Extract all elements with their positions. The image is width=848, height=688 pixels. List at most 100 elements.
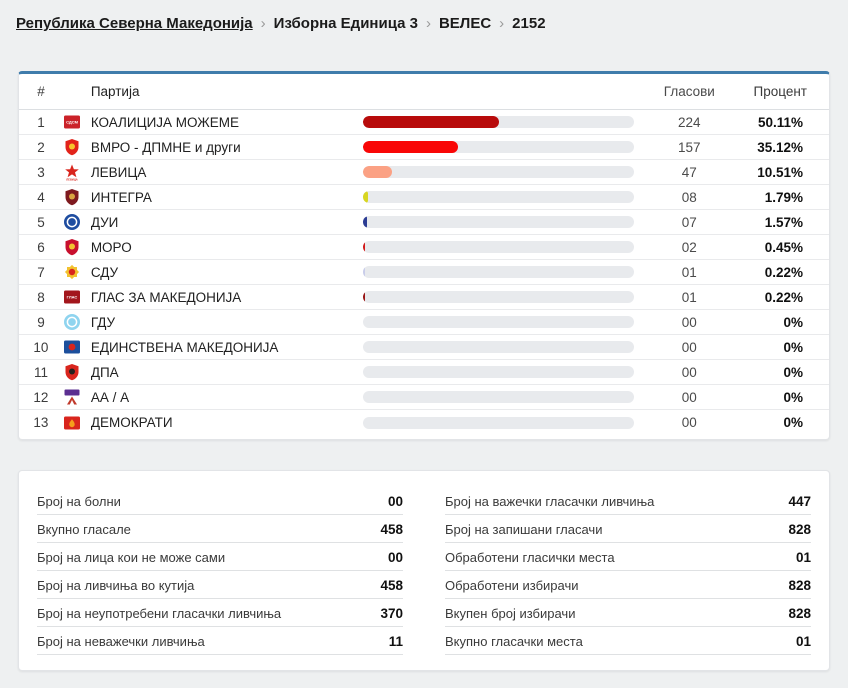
party-name: ДПА (90, 364, 119, 380)
table-row: 9 ГДУ 00 0% (19, 310, 829, 335)
table-row: 4 ИНТЕГРА 08 1.79% (19, 185, 829, 210)
header-party: Партија (90, 84, 140, 99)
stat-row: Број на неупотребени гласачки ливчиња 370 (37, 599, 403, 627)
votes-value: 01 (681, 289, 697, 305)
percent-value: 0% (783, 339, 803, 355)
party-name: ГЛАС ЗА МАКЕДОНИЈА (90, 289, 242, 305)
vote-bar (363, 241, 635, 253)
vote-bar (363, 166, 635, 178)
row-number: 12 (33, 389, 49, 405)
row-number: 6 (37, 239, 45, 255)
breadcrumb-separator-icon: › (260, 15, 266, 32)
row-number: 4 (37, 189, 45, 205)
party-logo-icon (63, 414, 91, 432)
stats-grid: Број на болни 00 Вкупно гласале 458 Број на … (37, 487, 811, 655)
row-number: 10 (33, 339, 49, 355)
votes-value: 02 (681, 239, 697, 255)
table-row: 8 ГЛАС ГЛАС ЗА МАКЕДОНИЈА 01 0.22% (19, 285, 829, 310)
percent-value: 0% (783, 415, 803, 430)
stat-value: 01 (795, 550, 811, 565)
party-logo-icon: СДСМ (63, 113, 91, 131)
stat-row: Број на лица кои не може сами 00 (37, 543, 403, 571)
party-logo-icon (63, 313, 91, 331)
stat-row: Број на болни 00 (37, 487, 403, 515)
vote-bar (363, 141, 635, 153)
stat-row: Број на запишани гласачи 828 (445, 515, 811, 543)
table-row: 1 СДСМ КОАЛИЦИЈА МОЖЕМЕ 224 50.11% (19, 110, 829, 135)
party-logo-icon (63, 238, 91, 256)
party-name: ЕДИНСТВЕНА МАКЕДОНИЈА (90, 339, 279, 355)
vote-bar (363, 216, 635, 228)
breadcrumb-item: ВЕЛЕС (438, 15, 492, 32)
stat-label: Вкупно гласале (37, 522, 131, 537)
stat-label: Вкупен број избирачи (445, 606, 576, 621)
percent-value: 1.79% (764, 189, 803, 205)
votes-value: 00 (681, 314, 697, 330)
stat-row: Обработени избирачи 828 (445, 571, 811, 599)
row-number: 5 (37, 214, 45, 230)
breadcrumb-separator-icon: › (499, 15, 505, 32)
stat-value: 447 (788, 494, 811, 509)
party-name: АА / А (90, 389, 130, 405)
row-number: 3 (37, 164, 45, 180)
party-logo-icon: ГЛАС (63, 288, 91, 306)
breadcrumb-separator-icon: › (425, 15, 431, 32)
stat-label: Обработени гласички места (445, 550, 615, 565)
breadcrumb-item: 2152 (512, 15, 546, 32)
votes-value: 07 (681, 214, 697, 230)
svg-text:ГЛАС: ГЛАС (67, 295, 78, 300)
stat-value: 00 (387, 494, 403, 509)
stat-label: Број на болни (37, 494, 121, 509)
percent-value: 0% (783, 364, 803, 380)
table-row: 13 ДЕМОКРАТИ 00 0% (19, 410, 829, 435)
stats-column-right: Број на важечки гласачки ливчиња 447 Број … (445, 487, 811, 655)
header-percent: Процент (753, 84, 807, 99)
table-row: 7 СДУ 01 0.22% (19, 260, 829, 285)
stat-value: 370 (380, 606, 403, 621)
party-name: МОРО (90, 239, 132, 255)
party-logo-icon (63, 188, 91, 206)
table-row: 10 ЕДИНСТВЕНА МАКЕДОНИЈА 00 0% (19, 335, 829, 360)
party-logo-icon (63, 388, 91, 406)
stat-label: Вкупно гласачки места (445, 634, 583, 649)
party-name: ЛЕВИЦА (90, 164, 147, 180)
row-number: 9 (37, 314, 45, 330)
table-header-row: # Партија Гласови Процент (19, 74, 829, 110)
stats-column-left: Број на болни 00 Вкупно гласале 458 Број на … (37, 487, 403, 655)
vote-bar (363, 391, 635, 403)
stat-row: Вкупен број избирачи 828 (445, 599, 811, 627)
stat-label: Број на ливчиња во кутија (37, 578, 195, 593)
percent-value: 0% (783, 314, 803, 330)
percent-value: 0.22% (764, 264, 803, 280)
vote-bar (363, 116, 635, 128)
votes-value: 08 (681, 189, 697, 205)
stat-row: Број на неважечки ливчиња 11 (37, 627, 403, 655)
header-votes: Гласови (663, 84, 715, 99)
breadcrumb: Република Северна Македонија › Изборна Еди… (0, 0, 848, 38)
votes-value: 00 (681, 364, 697, 380)
stat-row: Број на ливчиња во кутија 458 (37, 571, 403, 599)
breadcrumb-item: Изборна Единица 3 (273, 15, 418, 32)
row-number: 2 (37, 139, 45, 155)
breadcrumb-item[interactable]: Република Северна Македонија (16, 15, 253, 32)
party-logo-icon (63, 338, 91, 356)
party-name: ДЕМОКРАТИ (90, 415, 173, 430)
party-name: ГДУ (90, 314, 116, 330)
stat-row: Вкупно гласачки места 01 (445, 627, 811, 655)
row-number: 13 (33, 415, 49, 430)
percent-value: 50.11% (757, 114, 803, 130)
stat-value: 828 (788, 522, 811, 537)
header-number: # (37, 84, 45, 99)
results-panel: # Партија Гласови Процент 1 СДСМ КОАЛИЦИЈА… (18, 71, 830, 440)
table-row: 5 ДУИ 07 1.57% (19, 210, 829, 235)
party-logo-icon: ЛЕВИЦА (63, 163, 91, 181)
stat-label: Број на важечки гласачки ливчиња (445, 494, 655, 509)
party-logo-icon (63, 138, 91, 156)
row-number: 8 (37, 289, 45, 305)
percent-value: 0.45% (764, 239, 803, 255)
votes-value: 157 (678, 139, 701, 155)
party-name: ДУИ (90, 214, 119, 230)
votes-value: 01 (681, 264, 697, 280)
vote-bar (363, 316, 635, 328)
vote-bar (363, 191, 635, 203)
